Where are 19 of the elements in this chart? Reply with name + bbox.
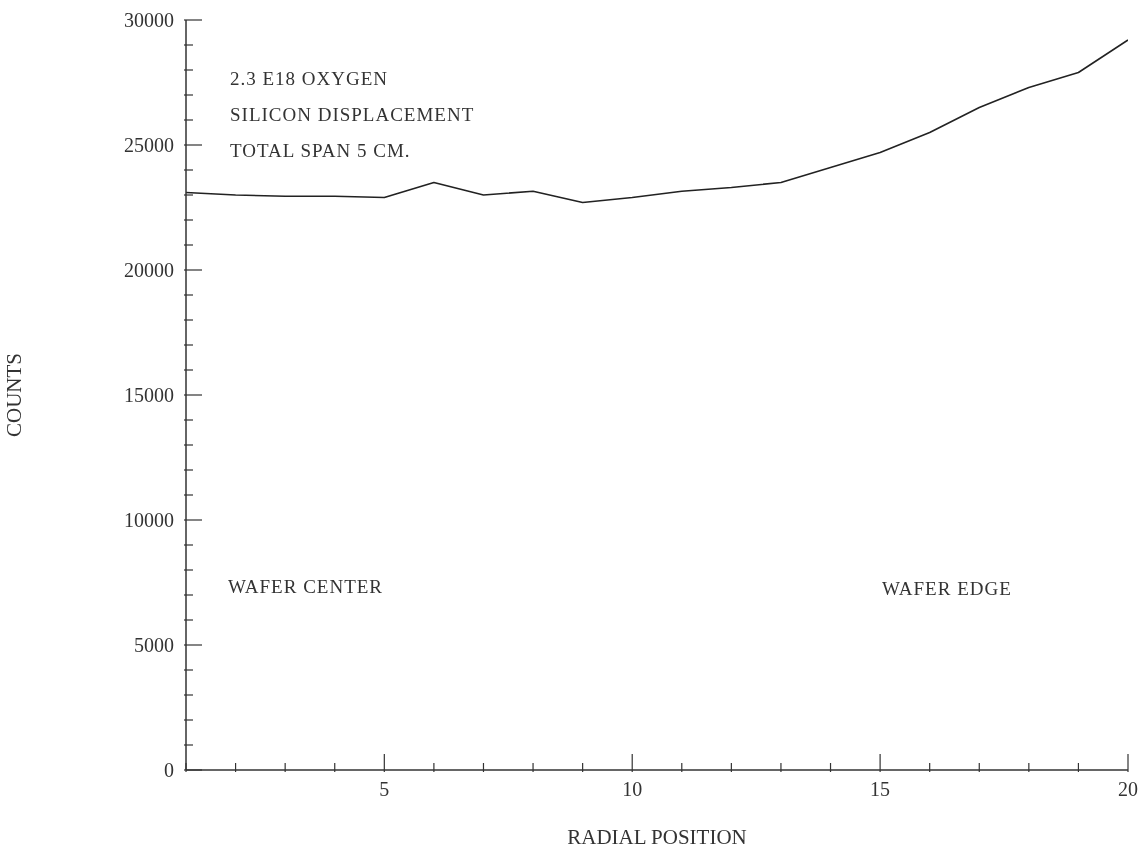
annotation: TOTAL SPAN 5 CM. <box>230 140 411 162</box>
x-tick-label: 15 <box>870 778 891 800</box>
y-tick-label: 30000 <box>124 9 174 31</box>
x-tick-label: 5 <box>379 778 390 800</box>
y-tick-label: 15000 <box>124 384 174 406</box>
y-axis-title: COUNTS <box>2 352 27 438</box>
annotation: SILICON DISPLACEMENT <box>230 104 475 126</box>
line-series <box>186 39 1128 204</box>
y-tick-label: 5000 <box>134 634 174 656</box>
y-tick-label: 20000 <box>124 259 174 281</box>
x-axis-title: RADIAL POSITION <box>567 825 747 848</box>
annotation: WAFER CENTER <box>228 576 384 598</box>
annotation: 2.3 E18 OXYGEN <box>230 68 389 90</box>
x-tick-label: 20 <box>1118 778 1138 800</box>
x-tick-label: 10 <box>622 778 643 800</box>
annotation: WAFER EDGE <box>882 578 1012 600</box>
y-tick-label: 0 <box>164 759 174 781</box>
y-tick-label: 10000 <box>124 509 174 531</box>
y-tick-label: 25000 <box>124 134 174 156</box>
